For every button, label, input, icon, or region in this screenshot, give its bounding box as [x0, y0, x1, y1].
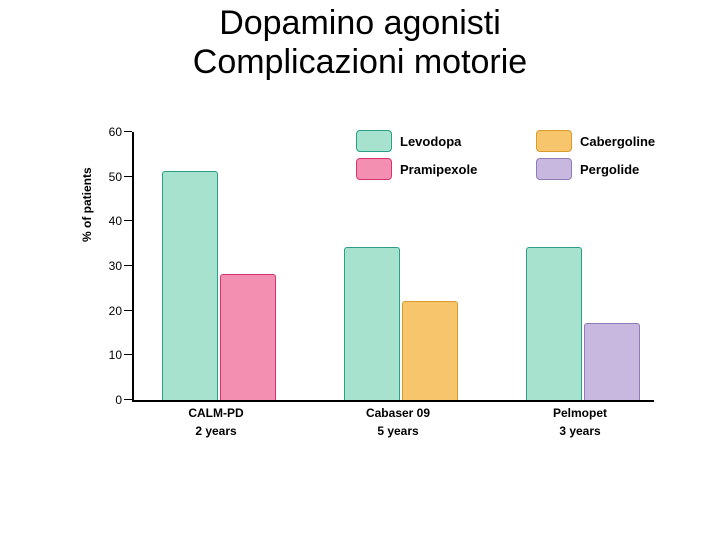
x-group-sublabel: 2 years [156, 424, 276, 438]
y-tick-label: 10 [109, 348, 122, 362]
y-tick-label: 0 [115, 393, 122, 407]
bar-levodopa [162, 171, 218, 400]
slide-title: Dopamino agonisti Complicazioni motorie [0, 4, 720, 82]
x-group-sublabel: 5 years [338, 424, 458, 438]
y-tick [124, 265, 132, 266]
title-line-2: Complicazioni motorie [193, 43, 527, 81]
x-group-sublabel: 3 years [520, 424, 640, 438]
x-group-label: CALM-PD [156, 406, 276, 420]
x-group-label: Pelmopet [520, 406, 640, 420]
slide: Dopamino agonisti Complicazioni motorie … [0, 0, 720, 540]
y-tick-label: 20 [109, 304, 122, 318]
bar-pergolide [584, 323, 640, 400]
bar-pramipexole [220, 274, 276, 400]
y-tick-label: 50 [109, 170, 122, 184]
y-tick [124, 310, 132, 311]
y-tick [124, 220, 132, 221]
y-tick-label: 40 [109, 214, 122, 228]
y-tick [124, 176, 132, 177]
y-tick-label: 30 [109, 259, 122, 273]
x-group-label: Cabaser 09 [338, 406, 458, 420]
plot-area: 0102030405060 [132, 132, 654, 402]
y-tick [124, 354, 132, 355]
title-line-1: Dopamino agonisti [219, 4, 501, 42]
bar-levodopa [344, 247, 400, 400]
chart-container: % of patients Levodopa Cabergoline Prami… [72, 112, 672, 492]
y-tick-label: 60 [109, 125, 122, 139]
y-tick [124, 131, 132, 132]
y-axis-title: % of patients [80, 167, 94, 242]
bar-levodopa [526, 247, 582, 400]
y-tick [124, 399, 132, 400]
bar-cabergoline [402, 301, 458, 400]
